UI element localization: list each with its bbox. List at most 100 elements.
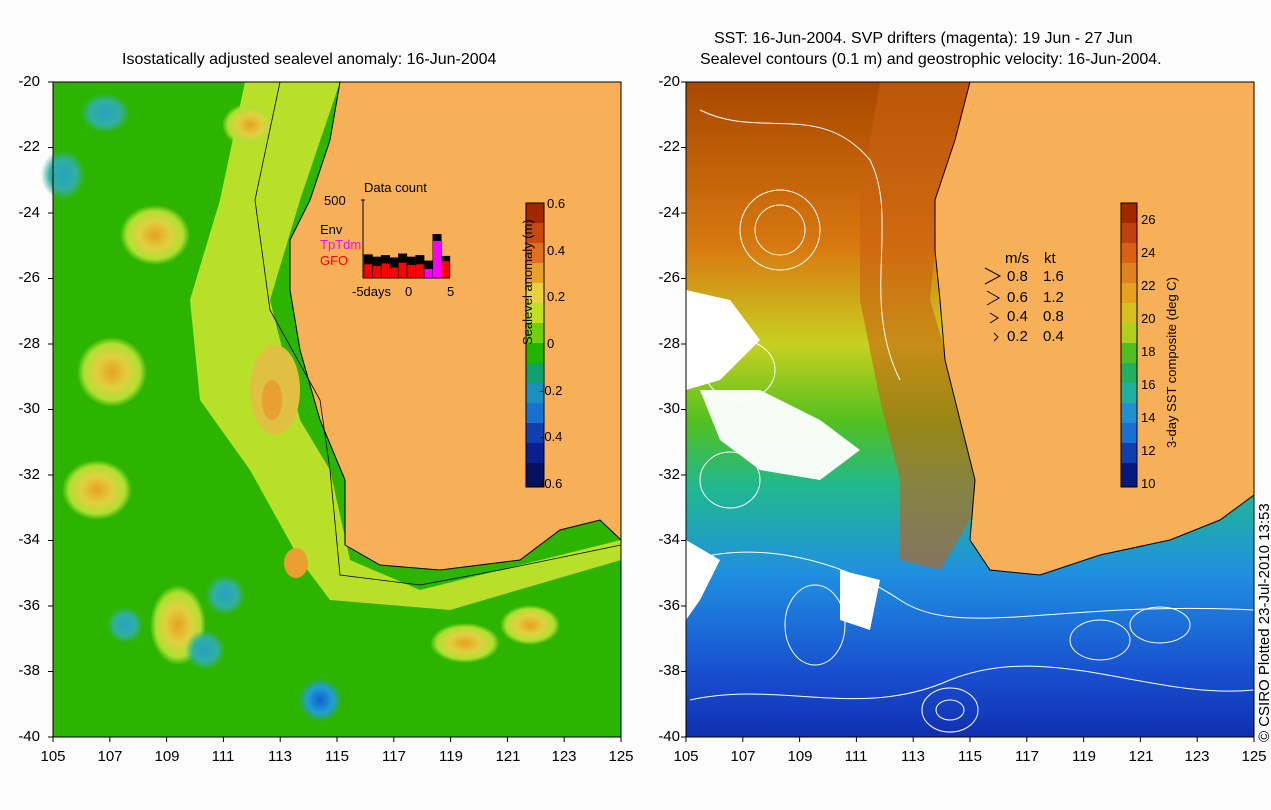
data-count-bars [363,234,451,279]
right-y-tick: -38 [658,662,680,679]
right-cbar-tick: 18 [1141,344,1156,359]
right-cbar-tick: 20 [1141,311,1156,326]
left-x-tick: 113 [268,748,292,765]
right-map-title-line1: SST: 16-Jun-2004. SVP drifters (magenta)… [714,30,1133,47]
left-y-tick: -32 [18,466,40,483]
right-y-tick: -40 [658,728,680,745]
right-x-tick: 117 [1015,748,1039,765]
axis-ticks [48,81,1255,742]
velocity-legend-ms: 0.4 [1007,308,1028,325]
left-y-tick: -40 [18,728,40,745]
right-map-title-line2: Sealevel contours (0.1 m) and geostrophi… [700,51,1162,68]
bar-gfo [363,263,373,279]
left-colorbar-label: Sealevel anomaly (m) [520,219,535,345]
bar-env [389,257,399,268]
bar-env [415,255,425,265]
legend-tptdm: TpTdm [320,237,362,252]
bar-env [423,260,433,269]
left-y-tick: -28 [18,335,40,352]
data-count-x-tick-end: 5 [447,284,455,299]
left-x-tick: 105 [40,748,66,765]
left-y-tick: -30 [18,400,40,417]
left-cbar-tick: 0 [547,336,555,351]
data-count-title: Data count [364,180,427,195]
data-count-x-tick-zero: 0 [405,284,413,299]
bar-env [441,255,451,262]
bar-gfo [398,262,408,279]
bar-env [432,234,442,241]
right-y-tick: -20 [658,73,680,90]
right-cbar-tick: 26 [1141,212,1156,227]
left-y-tick: -20 [18,73,40,90]
bar-gfo [389,266,399,279]
left-cbar-tick: -0.4 [540,429,563,444]
bar-gfo [372,265,382,279]
right-cbar-tick: 12 [1141,443,1156,458]
right-y-tick: -22 [658,138,680,155]
left-cbar-tick: -0.6 [540,476,563,491]
right-y-tick: -28 [658,335,680,352]
legend-env: Env [320,222,343,237]
left-x-tick: 119 [439,748,463,765]
right-x-tick: 107 [730,748,756,765]
right-y-tick: -30 [658,400,680,417]
credit-text: © CSIRO Plotted 23-Jul-2010 13:53 [1256,503,1271,742]
left-y-tick: -36 [18,597,40,614]
bar-env [363,254,373,265]
left-y-tick: -34 [18,531,40,548]
right-cbar-tick: 16 [1141,377,1156,392]
right-cbar-tick: 24 [1141,245,1156,260]
bar-gfo [406,264,416,279]
bar-gfo [415,263,425,279]
left-cbar-tick: 0.4 [547,243,566,258]
left-y-tick: -26 [18,269,40,286]
velocity-legend-kt: 1.2 [1043,289,1064,306]
bar-env [406,256,416,265]
right-x-tick: 115 [958,748,982,765]
right-x-tick: 125 [1241,748,1267,765]
left-cbar-tick: 0.2 [547,289,566,304]
velocity-legend-ms-header: m/s [1005,250,1030,267]
right-y-tick: -24 [658,204,680,221]
left-x-tick: 123 [551,748,577,765]
data-count-x-tick-start: -5days [352,284,392,299]
right-x-tick: 105 [673,748,699,765]
left-cbar-tick: -0.2 [540,383,563,398]
left-x-tick: 107 [97,748,123,765]
left-x-tick: 125 [608,748,634,765]
bar-tptdm [432,240,442,279]
velocity-legend-kt: 0.4 [1043,328,1064,345]
velocity-legend-kt-header: kt [1044,250,1056,267]
velocity-legend-kt: 1.6 [1043,268,1064,285]
right-x-tick: 119 [1072,748,1096,765]
velocity-legend-ms: 0.2 [1007,328,1028,345]
right-cbar-tick: 22 [1141,278,1156,293]
right-x-tick: 113 [901,748,925,765]
left-x-tick: 109 [154,748,180,765]
right-colorbar [1120,202,1138,488]
right-x-tick: 109 [787,748,813,765]
left-map-title: Isostatically adjusted sealevel anomaly:… [122,51,497,68]
bar-gfo [441,260,451,279]
left-y-tick: -38 [18,662,40,679]
right-x-tick: 121 [1128,748,1154,765]
left-x-tick: 121 [495,748,521,765]
velocity-legend-ms: 0.6 [1007,289,1028,306]
left-y-tick: -22 [18,138,40,155]
right-y-tick: -26 [658,269,680,286]
data-count-ymax: 500 [324,193,346,208]
legend-gfo: GFO [320,253,349,268]
bar-env [398,253,408,263]
right-x-tick: 123 [1184,748,1210,765]
right-y-tick: -34 [658,531,680,548]
right-x-tick: 111 [844,748,868,765]
left-x-tick: 111 [211,748,235,765]
velocity-legend-arrows [984,267,1002,342]
left-y-tick: -24 [18,204,40,221]
right-y-tick: -32 [658,466,680,483]
right-map [685,81,1255,738]
right-y-tick: -36 [658,597,680,614]
bar-env [380,255,390,264]
left-cbar-tick: 0.6 [547,196,566,211]
right-cbar-tick: 10 [1141,476,1156,491]
